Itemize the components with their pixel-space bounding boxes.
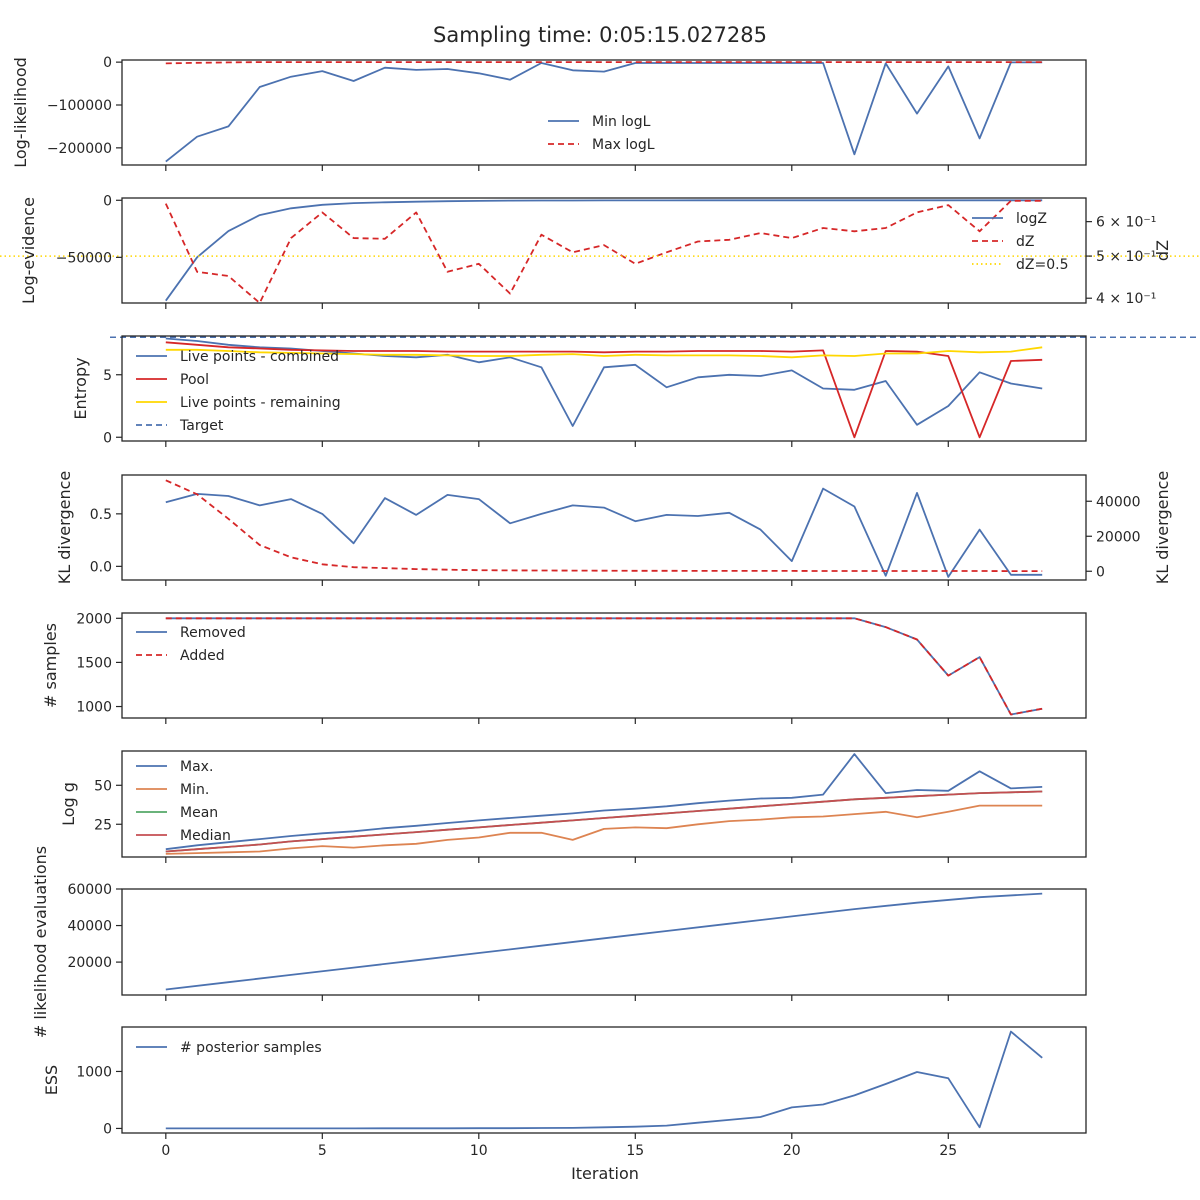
y-tick-label: −100000	[47, 98, 112, 114]
y-tick-label: 25	[94, 817, 112, 833]
axes-frame-5	[121, 612, 1087, 719]
series-line-1-1	[165, 61, 1043, 163]
legend-label: Min.	[180, 782, 209, 798]
panel-4: 0.5 0.0 40000 20000 0 KL divergence KL diverge…	[55, 471, 1172, 586]
x-tick-label: 0	[161, 1143, 170, 1159]
axes-frame-7	[121, 888, 1087, 996]
series-line-3-3	[165, 346, 1043, 359]
y-axis-label: Log g	[59, 782, 78, 826]
legend-label: Median	[180, 828, 231, 844]
series-line-4-1	[165, 487, 1043, 578]
y-axis-label: Log-evidence	[19, 197, 38, 304]
y-tick-label: 5	[103, 368, 112, 384]
x-tick-label: 25	[939, 1143, 957, 1159]
panel-3: 0 5 Entropy Live points - combined Pool Live …	[71, 335, 1200, 447]
series-line-2-1	[165, 199, 1043, 302]
axes-frame-1	[121, 59, 1087, 166]
y-tick-label: 0	[103, 193, 112, 209]
y-tick-label: 60000	[67, 882, 112, 898]
series-line-6-2	[165, 804, 1043, 855]
y-tick-label: 2000	[76, 611, 112, 627]
legend-label: Added	[180, 648, 225, 664]
y-axis-label-right: dZ	[1153, 240, 1172, 261]
y-axis-label: # samples	[41, 623, 60, 708]
y-right-tick-label: 4 × 10⁻¹	[1096, 291, 1156, 307]
y-tick-label: 0	[103, 55, 112, 71]
y-axis-label: Log-likelihood	[11, 57, 30, 168]
x-tick-label: 5	[318, 1143, 327, 1159]
series-line-6-1	[165, 753, 1043, 851]
y-tick-label: 0.5	[90, 507, 112, 523]
panel-8: 0 5 10 15 20 25 1000 0 ESS # posterior samples	[42, 1026, 1087, 1159]
axes-frame-3	[121, 335, 1087, 442]
x-tick-label: 10	[470, 1143, 488, 1159]
x-tick-label: 20	[783, 1143, 801, 1159]
y-right-tick-label: 6 × 10⁻¹	[1096, 215, 1156, 231]
legend-label: logZ	[1016, 211, 1047, 227]
y-tick-label: 1000	[76, 1064, 112, 1080]
y-tick-label: 50	[94, 778, 112, 794]
axes-frame-4	[121, 474, 1087, 581]
panels: 0 −100000 −200000 Log-likelihood Min logL Max…	[0, 55, 1200, 1159]
legend-label: Min logL	[592, 114, 651, 130]
series-line-1-2	[165, 61, 1043, 65]
series-line-5-1	[165, 617, 1043, 716]
legend-label: Removed	[180, 625, 246, 641]
y-axis-label-right: KL divergence	[1153, 471, 1172, 584]
y-tick-label: 40000	[67, 919, 112, 935]
legend-label: Mean	[180, 805, 218, 821]
y-right-tick-label: 5 × 10⁻¹	[1096, 249, 1156, 265]
y-tick-label: 0.0	[90, 559, 112, 575]
y-axis-label: ESS	[42, 1065, 61, 1095]
legend-label: Pool	[180, 372, 209, 388]
y-axis-label: # likelihood evaluations	[31, 846, 50, 1038]
y-axis-label: KL divergence	[55, 471, 74, 584]
y-tick-label: −200000	[47, 141, 112, 157]
panel-7: 60000 40000 20000 # likelihood evaluations	[31, 846, 1087, 1038]
series-line-4-2	[165, 479, 1043, 572]
axes-frame-2	[121, 197, 1087, 304]
axes-frame-8	[121, 1026, 1087, 1134]
legend-label: Max logL	[592, 137, 655, 153]
legend-label: # posterior samples	[180, 1040, 322, 1056]
x-axis-label: Iteration	[571, 1164, 639, 1183]
series-line-6-4	[165, 790, 1043, 853]
panel-5: 2000 1500 1000 # samples Removed Added	[41, 611, 1087, 724]
y-tick-label: 0	[103, 430, 112, 446]
y-tick-label: 1000	[76, 700, 112, 716]
legend-label: Live points - remaining	[180, 395, 341, 411]
y-tick-label: 20000	[67, 955, 112, 971]
series-line-5-2	[165, 617, 1043, 716]
y-tick-label: 1500	[76, 655, 112, 671]
series-line-8-1	[165, 1030, 1043, 1130]
legend-label: Max.	[180, 759, 213, 775]
series-line-7-1	[165, 892, 1043, 991]
series-line-3-2	[165, 341, 1043, 439]
y-axis-label: Entropy	[71, 357, 90, 419]
legend-label: Target	[179, 418, 224, 434]
legend-label: dZ	[1016, 234, 1034, 250]
panel-1: 0 −100000 −200000 Log-likelihood Min logL Max…	[11, 55, 1087, 171]
series-line-6-3	[165, 790, 1043, 853]
y-right-tick-label: 0	[1096, 564, 1105, 580]
y-tick-label: 0	[103, 1121, 112, 1137]
figure-title: Sampling time: 0:05:15.027285	[433, 23, 767, 47]
series-line-2-2	[164, 199, 1043, 304]
y-tick-label: −50000	[56, 250, 112, 266]
panel-2: 0 −50000 6 × 10⁻¹ 5 × 10⁻¹ 4 × 10⁻¹ Log-evide…	[0, 193, 1200, 309]
x-tick-label: 15	[626, 1143, 644, 1159]
axes-frame-6	[121, 750, 1087, 858]
legend-label: Live points - combined	[180, 349, 339, 365]
panel-6: 50 25 Log g Max. Min. Mean Median	[59, 750, 1087, 863]
y-right-tick-label: 20000	[1096, 529, 1141, 545]
y-right-tick-label: 40000	[1096, 494, 1141, 510]
legend-label: dZ=0.5	[1016, 257, 1068, 273]
